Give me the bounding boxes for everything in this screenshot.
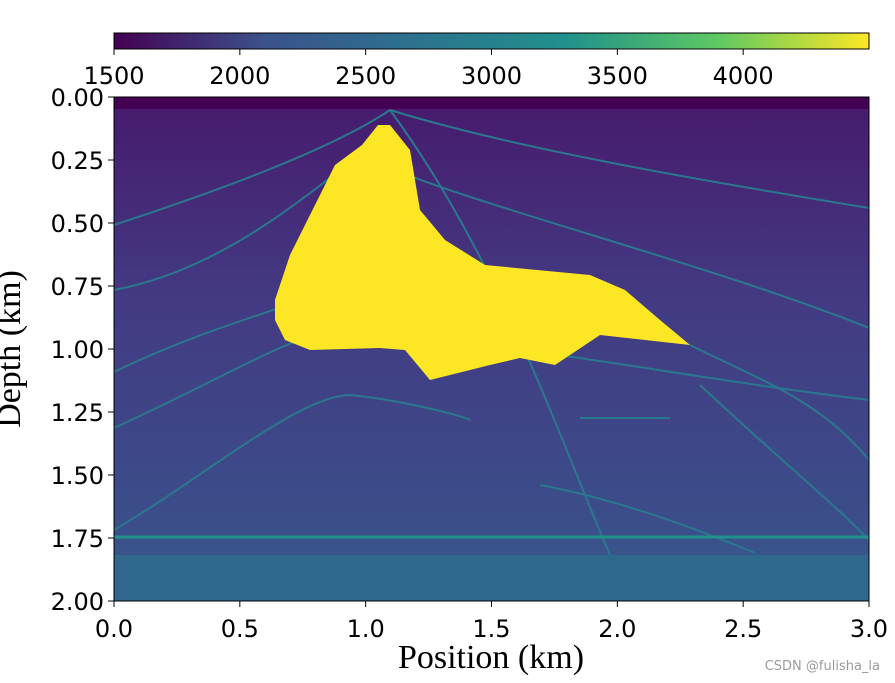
colorbar [113, 32, 870, 50]
y-tick-label: 0.25 [51, 147, 104, 175]
colorbar-tick-label: 1500 [83, 62, 144, 90]
x-tick-label: 0.5 [221, 615, 259, 643]
x-tick-label: 0.0 [95, 615, 133, 643]
x-tick-label: 3.0 [850, 615, 888, 643]
watermark: CSDN @fulisha_la [765, 659, 880, 674]
y-tick-label: 1.75 [51, 525, 104, 553]
y-axis-label: Depth (km) [0, 270, 28, 428]
y-tick-label: 1.50 [51, 462, 104, 490]
y-tick-label: 2.00 [51, 588, 104, 616]
colorbar-tick-label: 2500 [335, 62, 396, 90]
x-tick-label: 1.0 [347, 615, 385, 643]
colorbar-tick-label: 4000 [713, 62, 774, 90]
x-tick-label: 2.0 [598, 615, 636, 643]
image [114, 97, 869, 601]
x-tick-label: 2.5 [724, 615, 762, 643]
y-tick-label: 0.50 [51, 210, 104, 238]
y-tick-label: 1.25 [51, 399, 104, 427]
y-tick-label: 1.00 [51, 336, 104, 364]
colorbar-tick-label: 3500 [587, 62, 648, 90]
colorbar-tick-label: 3000 [461, 62, 522, 90]
x-axis-label: Position (km) [398, 639, 584, 676]
x-tick-label: 1.5 [472, 615, 510, 643]
colorbar-tick-label: 2000 [209, 62, 270, 90]
y-tick-label: 0.75 [51, 273, 104, 301]
y-tick-label: 0.00 [51, 84, 104, 112]
